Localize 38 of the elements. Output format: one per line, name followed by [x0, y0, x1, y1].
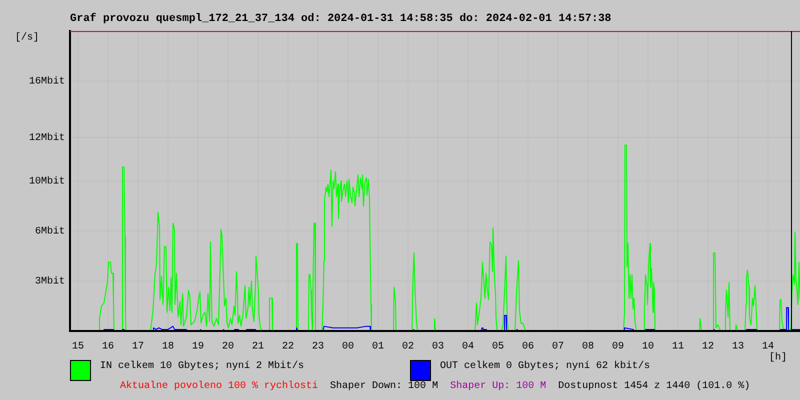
- y-tick-label: 6Mbit: [34, 226, 65, 238]
- x-tick-label: 17: [132, 342, 144, 353]
- y-axis-title: [/s]: [15, 32, 40, 44]
- x-tick-label: 05: [492, 342, 504, 353]
- x-tick-label: 11: [672, 342, 684, 353]
- x-tick-label: 14: [762, 342, 774, 353]
- x-axis-title: [h]: [768, 352, 787, 364]
- x-tick-label: 00: [342, 342, 354, 353]
- x-tick-label: 12: [702, 342, 714, 353]
- x-tick-label: 13: [732, 342, 744, 353]
- x-tick-label: 02: [402, 342, 414, 353]
- x-tick-label: 23: [312, 342, 324, 353]
- x-tick-label: 01: [372, 342, 384, 353]
- text: Aktualne povoleno 100 % rychlosti: [120, 381, 318, 393]
- y-tick-label: 3Mbit: [34, 276, 65, 288]
- y-tick-label: 10Mbit: [28, 176, 65, 188]
- x-tick-label: 19: [192, 342, 204, 353]
- x-tick-label: 15: [72, 342, 84, 353]
- x-tick-label: 08: [582, 342, 594, 353]
- text: Dostupnost 1454 z 1440 (101.0 %): [558, 381, 750, 393]
- x-tick-label: 22: [282, 342, 294, 353]
- chart-title: Graf provozu quesmpl_172_21_37_134 od: 2024-01-31 14:58:35 do: 2024-02-01 14:57:38: [70, 12, 612, 25]
- x-tick-label: 04: [462, 342, 474, 353]
- text: Shaper Up: 100 M: [450, 381, 546, 393]
- x-tick-label: 18: [162, 342, 174, 353]
- x-tick-label: 21: [252, 342, 264, 353]
- text: Shaper Down: 100 M: [330, 381, 438, 393]
- legend-label: OUT celkem 0 Gbytes; nyní 62 kbit/s: [440, 361, 650, 373]
- x-tick-label: 07: [552, 342, 564, 353]
- x-tick-label: 10: [642, 342, 654, 353]
- y-tick-label: 16Mbit: [28, 76, 65, 88]
- legend-label: IN celkem 10 Gbytes; nyní 2 Mbit/s: [100, 361, 304, 373]
- x-tick-label: 09: [612, 342, 624, 353]
- y-tick-label: 12Mbit: [28, 132, 65, 144]
- x-tick-label: 03: [432, 342, 444, 353]
- x-tick-label: 20: [222, 342, 234, 353]
- x-tick-label: 06: [522, 342, 534, 353]
- x-tick-label: 16: [102, 342, 114, 353]
